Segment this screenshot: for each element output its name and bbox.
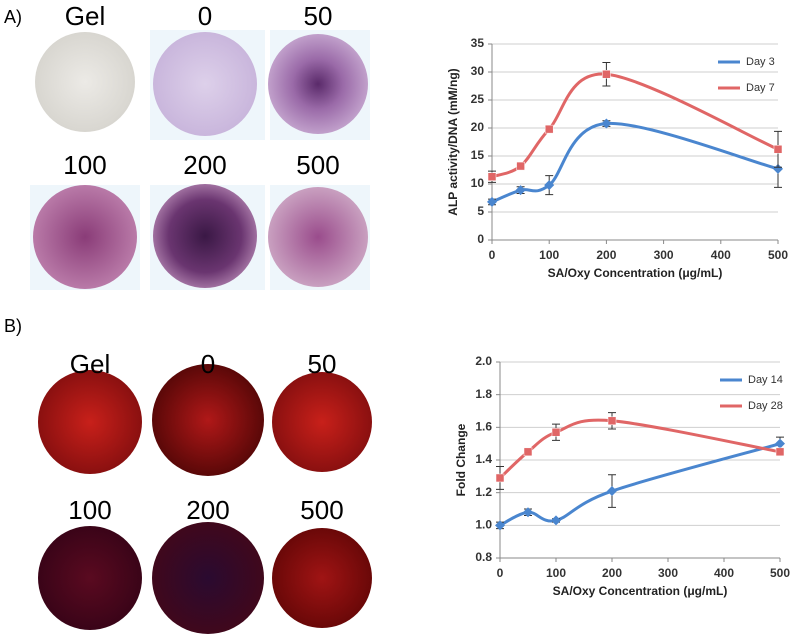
marker [495, 473, 505, 483]
series-line [499, 442, 781, 527]
marker [523, 507, 533, 518]
image-label: 500 [300, 495, 343, 525]
image-label: 100 [68, 495, 111, 525]
y-tick-label: 15 [471, 148, 485, 162]
gel-image [153, 184, 257, 288]
marker [773, 145, 783, 154]
gel-image [33, 185, 137, 289]
gel-image [35, 32, 135, 132]
image-label: Gel [70, 349, 110, 379]
gel-image [152, 522, 264, 634]
image-label: 100 [63, 150, 106, 180]
legend-label: Day 3 [746, 56, 775, 68]
gel-image [38, 370, 142, 474]
image-label: 0 [198, 1, 212, 31]
marker [487, 172, 497, 181]
marker [601, 118, 612, 129]
y-axis-label: ALP activity/DNA (mM/ng) [446, 68, 460, 215]
marker [544, 124, 554, 134]
y-tick-label: 1.0 [475, 518, 492, 532]
y-tick-label: 0 [477, 232, 484, 246]
marker [544, 180, 555, 191]
x-tick-label: 500 [768, 248, 788, 262]
marker [773, 163, 783, 174]
y-tick-label: 20 [471, 120, 485, 134]
marker [523, 447, 533, 457]
marker [487, 196, 497, 207]
y-tick-label: 1.8 [475, 387, 492, 401]
panel-label: B) [4, 316, 22, 336]
image-label: 200 [183, 150, 226, 180]
legend-label: Day 7 [746, 82, 775, 94]
y-tick-label: 35 [471, 36, 485, 50]
marker [551, 427, 561, 437]
image-label: 200 [186, 495, 229, 525]
series-line [498, 418, 781, 480]
x-tick-label: 200 [602, 566, 622, 580]
x-tick-label: 100 [546, 566, 566, 580]
x-axis-label: SA/Oxy Concentration (μg/mL) [553, 584, 728, 598]
series-line [491, 122, 779, 204]
image-label: 50 [304, 1, 333, 31]
y-tick-label: 30 [471, 64, 485, 78]
panel-label: A) [4, 7, 22, 27]
marker [775, 447, 785, 457]
y-tick-label: 1.2 [475, 485, 492, 499]
gel-image [153, 32, 257, 136]
marker [607, 416, 617, 426]
marker [516, 161, 525, 171]
y-tick-label: 10 [471, 176, 485, 190]
y-axis-label: Fold Change [454, 423, 468, 496]
y-tick-label: 0.8 [475, 550, 492, 564]
gel-image [272, 372, 372, 472]
y-tick-label: 5 [477, 204, 484, 218]
gel-image [152, 364, 264, 476]
x-tick-label: 100 [539, 248, 559, 262]
image-label: 50 [308, 349, 337, 379]
x-tick-label: 400 [714, 566, 734, 580]
gel-image [272, 528, 372, 628]
marker [495, 520, 505, 531]
y-tick-label: 1.6 [475, 420, 492, 434]
x-tick-label: 400 [711, 248, 731, 262]
legend-label: Day 14 [748, 374, 783, 386]
x-tick-label: 300 [654, 248, 674, 262]
y-tick-label: 2.0 [475, 354, 492, 368]
gel-image [268, 187, 368, 287]
marker [602, 69, 611, 79]
image-label: Gel [65, 1, 105, 31]
image-label: 500 [296, 150, 339, 180]
gel-image [268, 34, 368, 134]
y-tick-label: 25 [471, 92, 485, 106]
gel-image [38, 526, 142, 630]
x-tick-label: 300 [658, 566, 678, 580]
x-tick-label: 0 [489, 248, 496, 262]
marker [607, 486, 617, 497]
marker [551, 515, 561, 526]
x-tick-label: 200 [596, 248, 616, 262]
image-label: 0 [201, 349, 215, 379]
x-axis-label: SA/Oxy Concentration (μg/mL) [548, 266, 723, 280]
marker [515, 185, 526, 196]
x-tick-label: 0 [497, 566, 504, 580]
y-tick-label: 1.4 [475, 452, 492, 466]
legend-label: Day 28 [748, 400, 783, 412]
marker [775, 438, 785, 449]
x-tick-label: 500 [770, 566, 790, 580]
